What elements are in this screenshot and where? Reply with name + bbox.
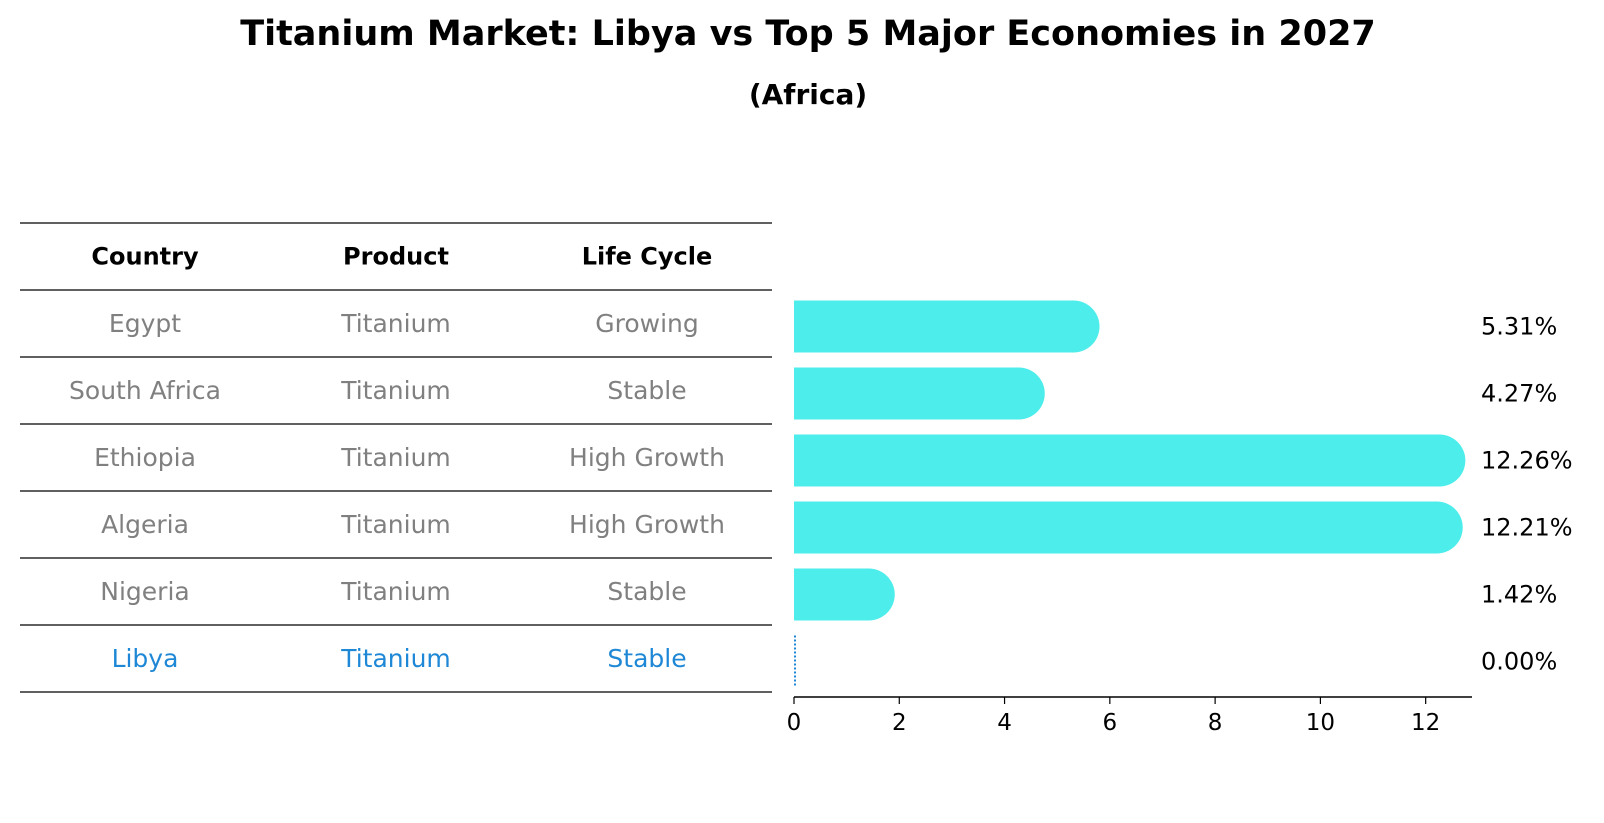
bar-ethiopia xyxy=(794,434,1466,487)
data-label: 12.26% xyxy=(1481,447,1573,475)
data-label: 12.21% xyxy=(1481,514,1573,542)
x-tick-label: 6 xyxy=(1103,710,1118,736)
data-label: 4.27% xyxy=(1481,380,1557,408)
chart-subtitle: (Africa) xyxy=(748,78,868,111)
cell-life-cycle: High Growth xyxy=(569,443,725,472)
cell-life-cycle: Stable xyxy=(607,376,686,405)
header-life-cycle: Life Cycle xyxy=(582,243,713,271)
bar-series: 5.31% 4.27% 12.26% 12.21% 1.42% 0.00% xyxy=(794,300,1573,688)
cell-life-cycle: High Growth xyxy=(569,510,725,539)
x-tick-label: 8 xyxy=(1208,710,1223,736)
bar-algeria xyxy=(794,501,1463,554)
chart-title: Titanium Market: Libya vs Top 5 Major Ec… xyxy=(240,14,1376,54)
bar-south-africa xyxy=(794,367,1045,420)
bar-egypt xyxy=(794,300,1100,353)
data-label: 1.42% xyxy=(1481,581,1557,609)
cell-product: Titanium xyxy=(340,309,451,338)
data-label: 0.00% xyxy=(1481,648,1557,676)
x-tick-label: 0 xyxy=(787,710,802,736)
cell-life-cycle: Stable xyxy=(607,644,686,673)
cell-country: Libya xyxy=(112,644,179,673)
x-tick-label: 4 xyxy=(997,710,1012,736)
x-tick-label: 12 xyxy=(1411,710,1440,736)
data-table: Country Product Life Cycle Egypt Titanium Gro… xyxy=(20,222,772,693)
header-country: Country xyxy=(91,243,199,271)
x-tick-label: 2 xyxy=(892,710,907,736)
cell-product: Titanium xyxy=(340,577,451,606)
cell-life-cycle: Stable xyxy=(607,577,686,606)
cell-country: Nigeria xyxy=(100,577,189,606)
cell-life-cycle: Growing xyxy=(595,309,699,338)
data-label: 5.31% xyxy=(1481,313,1557,341)
header-product: Product xyxy=(343,243,449,271)
cell-product: Titanium xyxy=(340,644,451,673)
x-tick-label: 10 xyxy=(1306,710,1335,736)
x-axis: 0 2 4 6 8 10 12 xyxy=(787,696,1472,736)
cell-product: Titanium xyxy=(340,443,451,472)
cell-product: Titanium xyxy=(340,510,451,539)
cell-country: Egypt xyxy=(109,309,181,338)
cell-country: Ethiopia xyxy=(94,443,196,472)
cell-country: Algeria xyxy=(101,510,189,539)
cell-country: South Africa xyxy=(69,376,221,405)
cell-product: Titanium xyxy=(340,376,451,405)
bar-nigeria xyxy=(794,568,895,621)
